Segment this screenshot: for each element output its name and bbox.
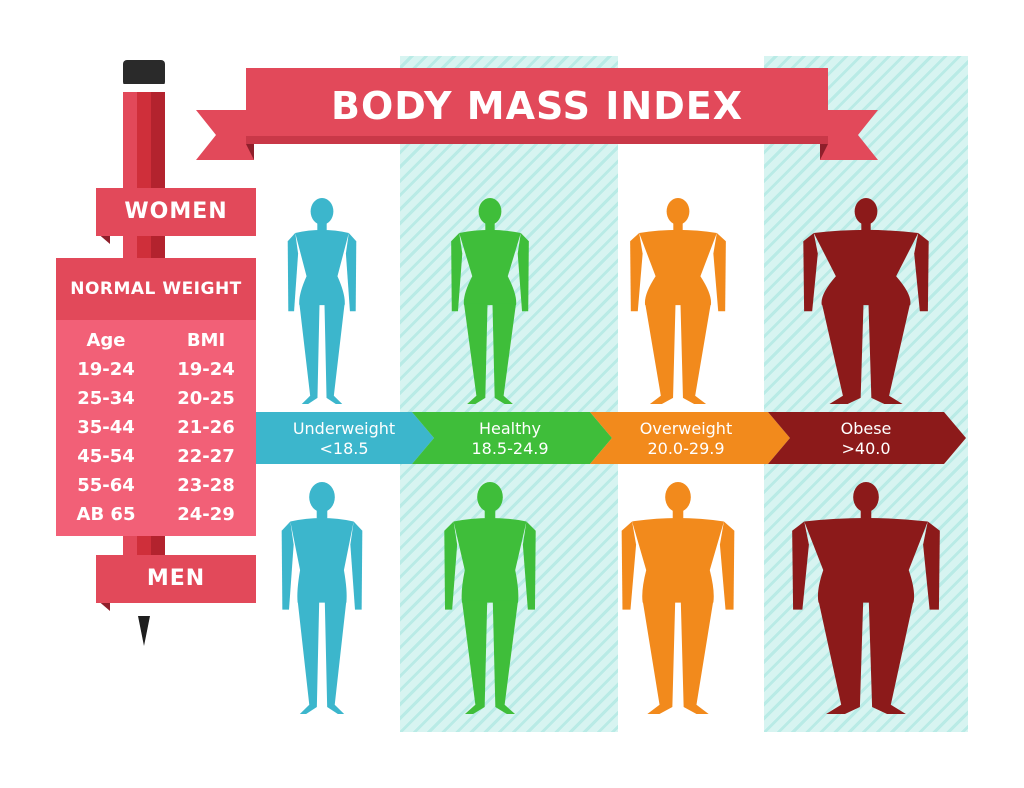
stripe-column-obese xyxy=(764,56,968,732)
bmi-cell: 22-27 xyxy=(177,446,235,467)
arrow-overweight xyxy=(590,412,790,464)
page-title: BODY MASS INDEX xyxy=(330,84,743,128)
arrow-healthy xyxy=(412,412,612,464)
category-range: <18.5 xyxy=(319,439,369,458)
age-cell: 25-34 xyxy=(77,388,135,409)
table-row: 55-64 23-28 xyxy=(56,471,256,500)
man-healthy-silhouette xyxy=(444,482,536,714)
category-range: 20.0-29.9 xyxy=(647,439,725,458)
arrow-obese xyxy=(768,412,966,464)
age-cell: 55-64 xyxy=(77,475,135,496)
title-ribbon xyxy=(196,68,878,160)
table-row: AB 65 24-29 xyxy=(56,500,256,529)
category-underweight: Underweight <18.5 xyxy=(254,412,434,464)
column-header-age: Age xyxy=(86,330,126,351)
category-obese: Obese >40.0 xyxy=(776,412,956,464)
men-label: MEN xyxy=(96,555,256,603)
category-name: Underweight xyxy=(292,419,396,438)
table-row: 19-24 19-24 xyxy=(56,355,256,384)
bmi-cell: 23-28 xyxy=(177,475,235,496)
table-row: 45-54 22-27 xyxy=(56,442,256,471)
age-cell: 45-54 xyxy=(77,446,135,467)
column-header-bmi: BMI xyxy=(186,330,226,351)
table-row: 35-44 21-26 xyxy=(56,413,256,442)
category-healthy: Healthy 18.5-24.9 xyxy=(420,412,600,464)
women-label: WOMEN xyxy=(96,188,256,236)
table-row: 25-34 20-25 xyxy=(56,384,256,413)
age-cell: 19-24 xyxy=(77,359,135,380)
bmi-cell: 20-25 xyxy=(177,388,235,409)
bmi-cell: 19-24 xyxy=(177,359,235,380)
stripe-column-healthy xyxy=(400,56,618,732)
normal-weight-heading: NORMAL WEIGHT xyxy=(56,258,256,320)
category-name: Healthy xyxy=(478,419,541,438)
category-range: 18.5-24.9 xyxy=(471,439,549,458)
bmi-cell: 24-29 xyxy=(177,504,235,525)
table-header-row: Age BMI xyxy=(56,326,256,355)
woman-obese-silhouette xyxy=(803,198,929,404)
man-overweight-silhouette xyxy=(621,482,735,714)
normal-weight-table: NORMAL WEIGHT Age BMI 19-24 19-24 25-34 … xyxy=(56,258,256,536)
woman-underweight-silhouette xyxy=(287,198,357,404)
bmi-age-table: Age BMI 19-24 19-24 25-34 20-25 35-44 21… xyxy=(56,326,256,529)
man-underweight-silhouette xyxy=(281,482,363,714)
category-name: Obese xyxy=(840,419,892,438)
woman-healthy-silhouette xyxy=(451,198,529,404)
woman-overweight-silhouette xyxy=(630,198,726,404)
age-cell: 35-44 xyxy=(77,417,135,438)
age-cell: AB 65 xyxy=(76,504,136,525)
category-overweight: Overweight 20.0-29.9 xyxy=(596,412,776,464)
man-obese-silhouette xyxy=(792,482,940,714)
category-name: Overweight xyxy=(639,419,733,438)
arrow-underweight xyxy=(256,412,434,464)
category-range: >40.0 xyxy=(841,439,891,458)
bmi-cell: 21-26 xyxy=(177,417,235,438)
